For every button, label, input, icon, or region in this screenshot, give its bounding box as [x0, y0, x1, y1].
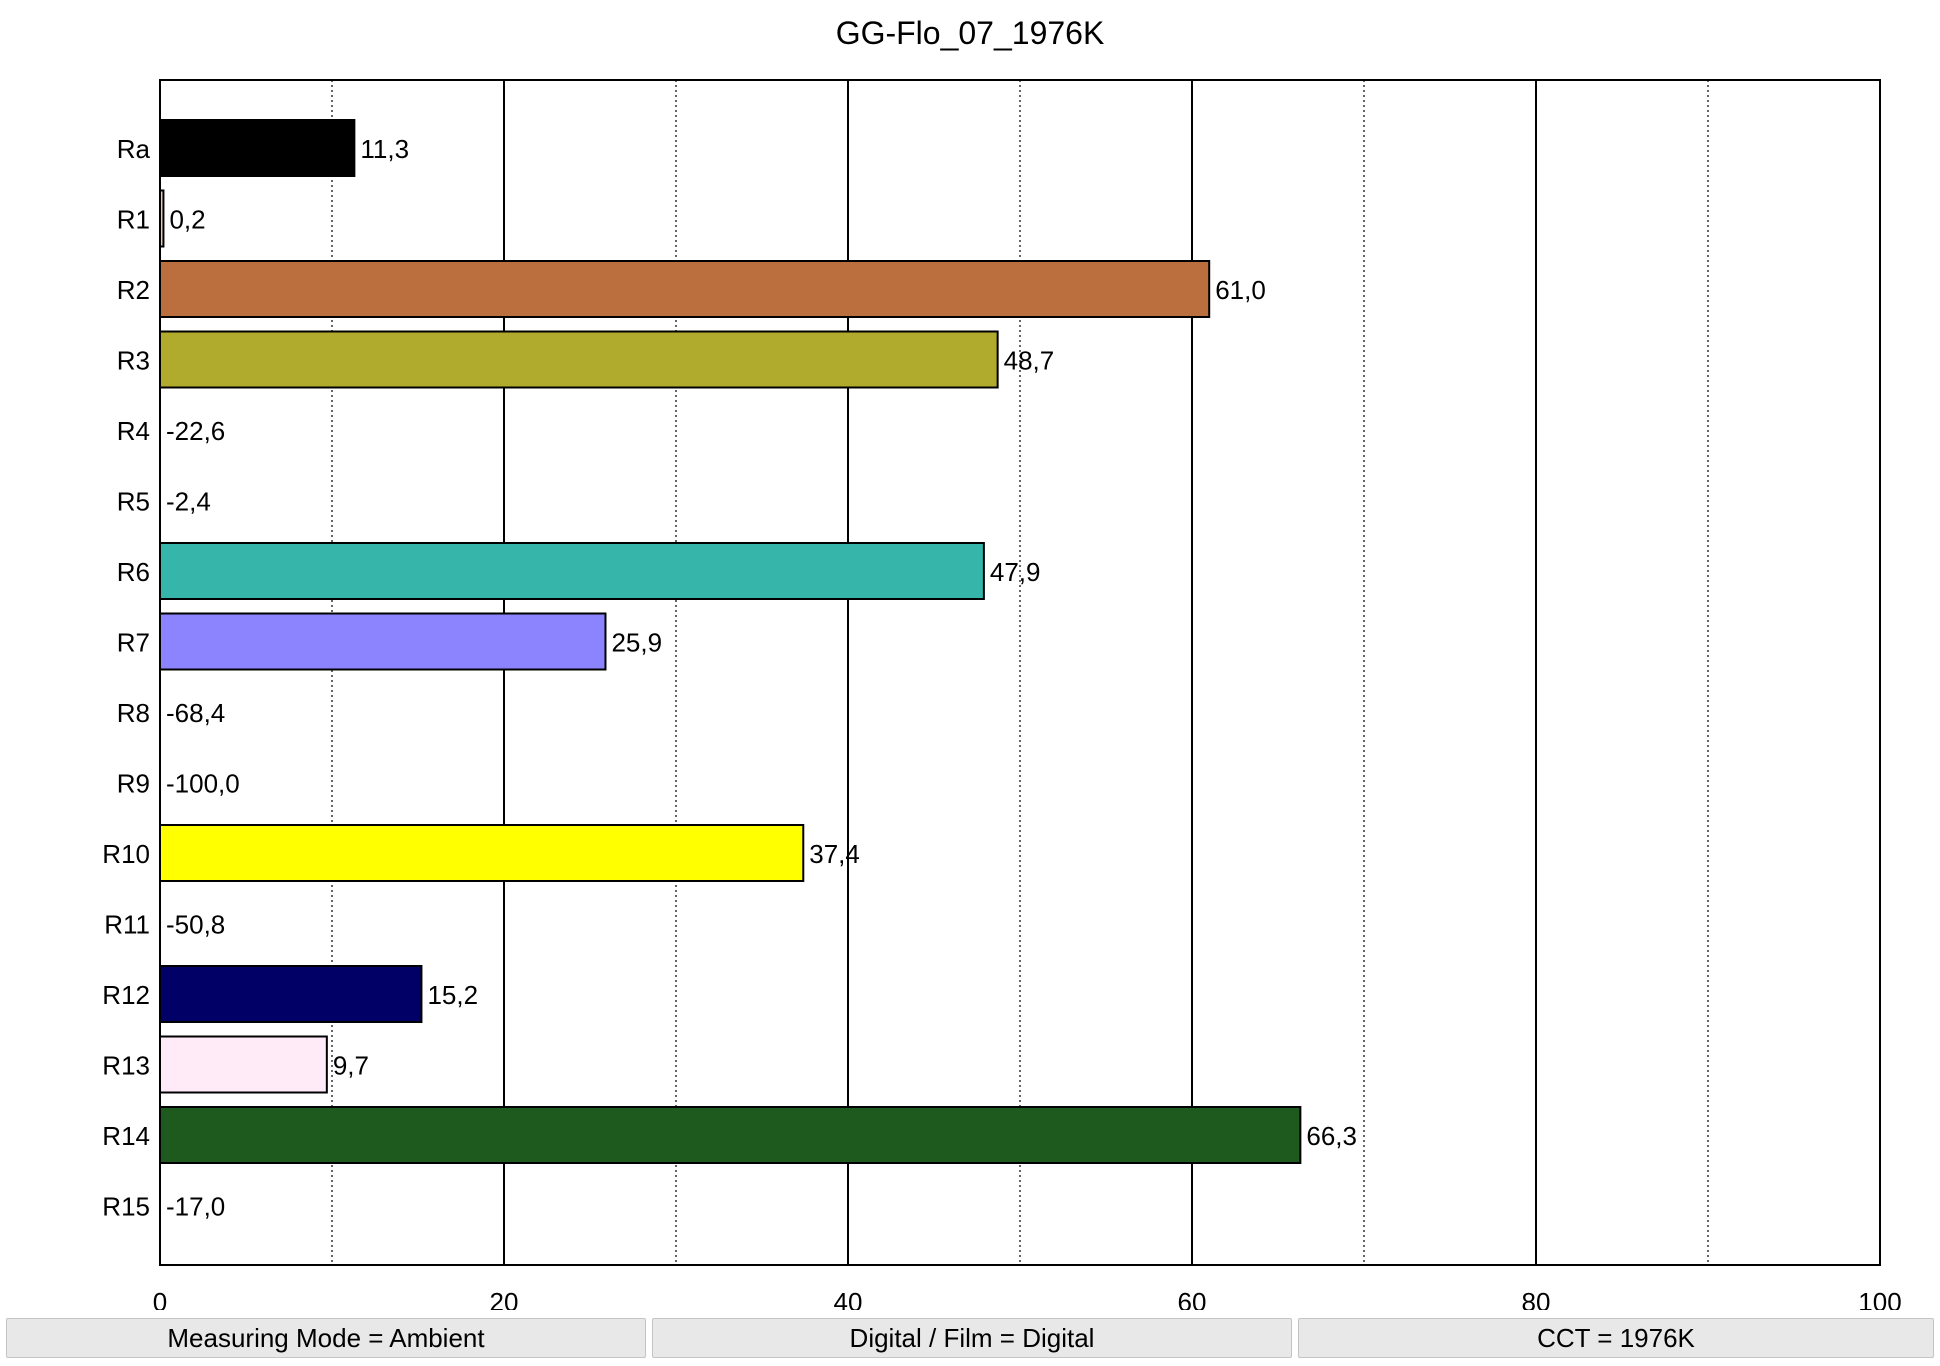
category-label-r2: R2: [117, 275, 150, 305]
category-label-r3: R3: [117, 346, 150, 376]
value-label-r1: 0,2: [169, 205, 205, 235]
value-label-r14: 66,3: [1306, 1121, 1357, 1151]
x-tick-label-60: 60: [1178, 1287, 1207, 1310]
bar-r3: [159, 330, 999, 389]
category-label-r8: R8: [117, 698, 150, 728]
category-label-r11: R11: [104, 910, 150, 940]
x-axis-tick-labels: 0 20 40 60 80 100: [153, 1287, 1902, 1310]
category-label-r13: R13: [102, 1051, 150, 1081]
category-label-r15: R15: [102, 1192, 150, 1222]
chart: GG-Flo_07_1976K RaR1R2R3R4R5R6R7R8R9R10R…: [102, 15, 1902, 1310]
bar-r10: [159, 824, 805, 882]
value-label-r12: 15,2: [427, 980, 478, 1010]
value-label-r5: -2,4: [166, 487, 211, 517]
category-label-r7: R7: [117, 628, 150, 658]
value-label-r8: -68,4: [166, 698, 225, 728]
category-label-ra: Ra: [117, 134, 151, 164]
category-label-r9: R9: [117, 769, 150, 799]
x-tick-label-0: 0: [153, 1287, 167, 1310]
value-label-r4: -22,6: [166, 416, 225, 446]
category-label-r12: R12: [102, 980, 150, 1010]
x-tick-label-40: 40: [834, 1287, 863, 1310]
bar-r7: [159, 612, 607, 671]
x-tick-label-20: 20: [490, 1287, 519, 1310]
bar-r12: [159, 965, 423, 1023]
category-label-r1: R1: [117, 205, 150, 235]
value-label-ra: 11,3: [360, 134, 409, 164]
bar-r14: [159, 1106, 1302, 1164]
category-label-r5: R5: [117, 487, 150, 517]
value-label-r13: 9,7: [333, 1051, 369, 1081]
value-label-r15: -17,0: [166, 1192, 225, 1222]
status-footer: Measuring Mode = Ambient Digital / Film …: [0, 1318, 1940, 1362]
value-label-r6: 47,9: [990, 557, 1041, 587]
bar-ra: [159, 119, 356, 177]
measuring-mode-status: Measuring Mode = Ambient: [6, 1318, 646, 1358]
bars: [159, 119, 1302, 1164]
value-label-r11: -50,8: [166, 910, 225, 940]
value-label-r2: 61,0: [1215, 275, 1266, 305]
category-label-r6: R6: [117, 557, 150, 587]
plot-frame: [159, 79, 1881, 1266]
grid-lines: [331, 80, 1709, 1265]
category-label-r4: R4: [117, 416, 150, 446]
chart-title: GG-Flo_07_1976K: [836, 15, 1105, 51]
value-label-r10: 37,4: [809, 839, 860, 869]
value-label-r3: 48,7: [1004, 346, 1055, 376]
bar-r2: [159, 260, 1211, 318]
value-label-r9: -100,0: [166, 769, 240, 799]
bar-r6: [159, 542, 985, 600]
category-labels: Ra R1 R2 R3 R4 R5 R6 R7 R8 R9 R10 R11 R12 R13 R14 R15: [102, 134, 150, 1222]
bar-r13: [159, 1035, 328, 1094]
digital-film-status: Digital / Film = Digital: [652, 1318, 1292, 1358]
category-label-r10: R10: [102, 839, 150, 869]
cct-status: CCT = 1976K: [1298, 1318, 1934, 1358]
category-label-r14: R14: [102, 1121, 150, 1151]
value-label-r7: 25,9: [611, 628, 662, 658]
x-tick-label-100: 100: [1858, 1287, 1901, 1310]
x-tick-label-80: 80: [1522, 1287, 1551, 1310]
value-labels: 11,3 0,2 61,0 48,7 -22,6 -2,4 47,9 25,9 -68,4 -10…: [166, 134, 1357, 1222]
